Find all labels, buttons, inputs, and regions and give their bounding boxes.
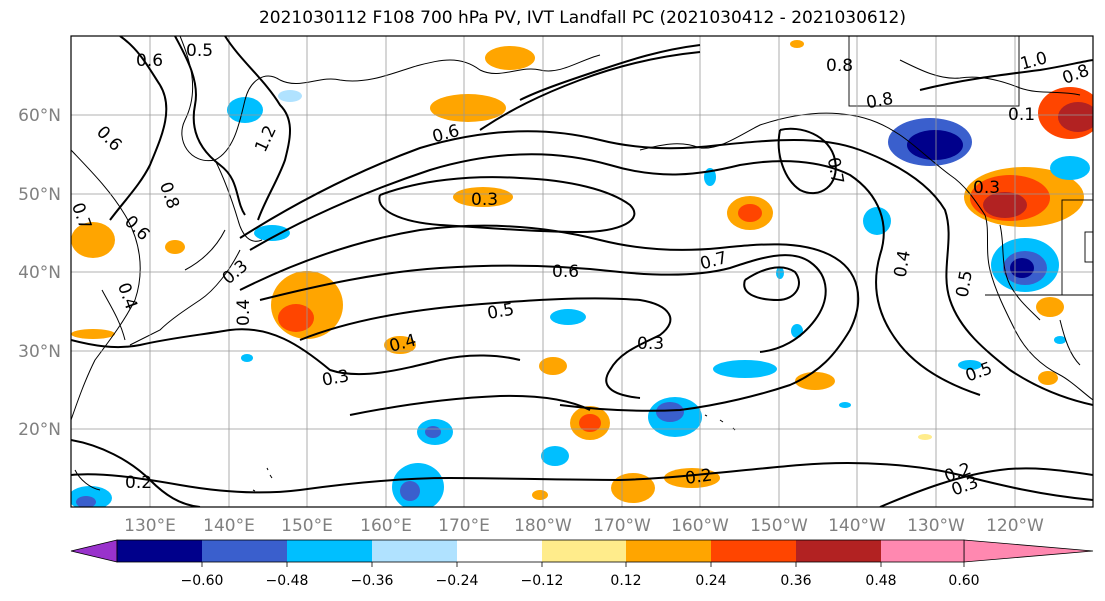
colorbar-tick-label: −0.60 — [181, 573, 224, 589]
country-borders — [848, 36, 1093, 296]
map-title: 2021030112 F108 700 hPa PV, IVT Landfall… — [258, 8, 906, 28]
longitude-labels: 130°E 140°E 150°E 160°E 170°E 180°W 170°… — [124, 516, 1044, 536]
contour-label: 0.8 — [826, 56, 853, 76]
lon-label: 180°W — [514, 516, 572, 536]
colorbar-tick-label: 0.60 — [948, 573, 979, 589]
colorbar-bin — [117, 540, 202, 562]
lat-label: 30°N — [18, 342, 61, 362]
contour-label: 0.7 — [823, 156, 847, 186]
lon-label: 160°E — [360, 516, 412, 536]
lat-label: 20°N — [18, 420, 61, 440]
lon-label: 170°E — [438, 516, 490, 536]
colorbar-tick-label: 0.48 — [865, 573, 896, 589]
contour-label: 0.5 — [953, 269, 977, 299]
colorbar-tick-labels: −0.60 −0.48 −0.36 −0.24 −0.12 0.12 0.24 … — [181, 573, 980, 589]
colorbar-bin — [372, 540, 457, 562]
colorbar-bin — [542, 540, 626, 562]
colorbar-min-extend — [70, 539, 118, 563]
colorbar-tick-label: −0.24 — [436, 573, 479, 589]
colorbar-bin — [796, 540, 881, 562]
contour-label: 0.6 — [552, 262, 579, 282]
colorbar-bin — [457, 540, 542, 562]
contour-label: 0.3 — [973, 178, 1000, 198]
lon-label: 130°W — [907, 516, 965, 536]
contour-label: 0.1 — [1008, 105, 1035, 125]
colorbar-outline — [116, 539, 965, 563]
gridlines — [71, 36, 1093, 507]
lon-label: 150°W — [750, 516, 808, 536]
lon-label: 160°W — [671, 516, 729, 536]
colorbar-tick-label: 0.12 — [610, 573, 641, 589]
lon-label: 120°W — [986, 516, 1044, 536]
colorbar: −0.60 −0.48 −0.36 −0.24 −0.12 0.12 0.24 … — [70, 539, 1094, 589]
colorbar-tick-marks — [201, 562, 965, 567]
lon-label: 170°W — [593, 516, 651, 536]
latitude-labels: 60°N 50°N 40°N 30°N 20°N — [18, 106, 61, 440]
contour-label: 0.4 — [234, 299, 254, 326]
lon-label: 140°E — [203, 516, 255, 536]
lon-label: 140°W — [828, 516, 886, 536]
colorbar-bin — [881, 540, 964, 562]
contour-label: 0.6 — [136, 51, 163, 71]
colorbar-tick-label: 0.24 — [695, 573, 726, 589]
negative-anomaly-shading — [71, 90, 1090, 507]
lon-label: 130°E — [124, 516, 176, 536]
colorbar-tick-label: −0.36 — [351, 573, 394, 589]
contour-label: 0.3 — [471, 190, 498, 210]
colorbar-tick-label: 0.36 — [780, 573, 811, 589]
contour-label: 0.8 — [865, 89, 895, 113]
lat-label: 60°N — [18, 106, 61, 126]
contour-label: 0.2 — [684, 465, 714, 489]
pv-contours — [71, 36, 1093, 507]
lon-label: 150°E — [281, 516, 333, 536]
lat-label: 50°N — [18, 185, 61, 205]
map-frame — [70, 35, 1094, 508]
positive-anomaly-shading — [71, 40, 1093, 503]
lat-label: 40°N — [18, 263, 61, 283]
colorbar-bin — [626, 540, 711, 562]
colorbar-tick-label: −0.12 — [521, 573, 564, 589]
colorbar-bin — [287, 540, 372, 562]
contour-label: 0.5 — [486, 300, 516, 324]
contour-label: 0.2 — [125, 473, 152, 493]
colorbar-tick-label: −0.48 — [266, 573, 309, 589]
contour-label: 0.4 — [891, 249, 915, 279]
colorbar-bin — [711, 540, 796, 562]
colorbar-max-extend — [963, 539, 1094, 563]
contour-label: 0.5 — [186, 41, 213, 61]
contour-label: 0.3 — [637, 334, 664, 354]
contour-label: 0.3 — [321, 366, 351, 390]
coastlines — [71, 36, 1093, 492]
colorbar-bin — [202, 540, 287, 562]
